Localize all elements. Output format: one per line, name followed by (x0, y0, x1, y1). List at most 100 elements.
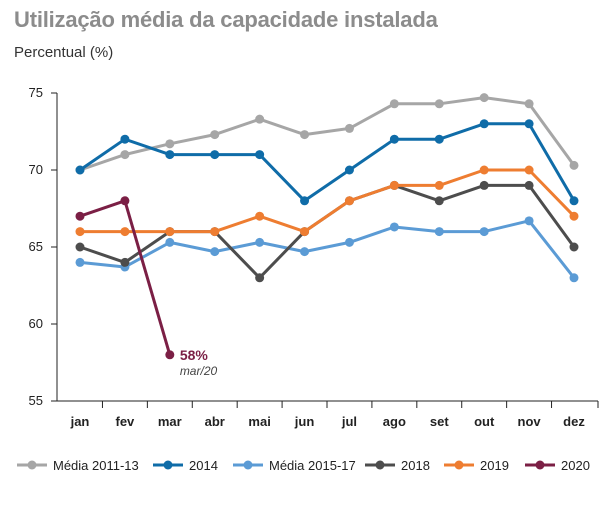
data-point (120, 150, 130, 160)
data-point (255, 150, 265, 160)
data-point (75, 257, 85, 267)
legend-item: 2018 (365, 458, 430, 473)
y-tick-label: 55 (29, 393, 43, 408)
data-point (389, 99, 399, 109)
legend-item: 2020 (525, 458, 590, 473)
annotation-value: 58% (180, 347, 209, 363)
x-tick-label: set (430, 414, 449, 429)
series-line (80, 168, 576, 234)
data-point (524, 216, 534, 226)
data-point (300, 247, 310, 257)
data-point (120, 257, 130, 267)
data-point (569, 160, 579, 170)
data-point (434, 196, 444, 206)
x-tick-label: out (474, 414, 495, 429)
legend-label: Média 2015-17 (269, 458, 356, 473)
data-point (75, 227, 85, 237)
series-m-dia-2015-17 (75, 216, 579, 283)
legend-item: 2019 (444, 458, 509, 473)
chart-subtitle: Percentual (%) (14, 44, 114, 61)
data-point (210, 130, 220, 140)
legend-label: 2020 (561, 458, 590, 473)
series-2020 (75, 196, 175, 360)
data-point (569, 273, 579, 283)
data-point (300, 196, 310, 206)
x-tick-label: jun (294, 414, 315, 429)
data-point (300, 227, 310, 237)
data-point (479, 165, 489, 175)
x-tick-label: ago (383, 414, 406, 429)
x-tick-label: jan (70, 414, 90, 429)
legend-swatch-marker (243, 460, 253, 470)
data-point (344, 165, 354, 175)
x-tick-label: mar (158, 414, 182, 429)
data-point (569, 196, 579, 206)
data-point (389, 222, 399, 232)
data-point (120, 196, 130, 206)
data-point (210, 227, 220, 237)
data-point (479, 227, 489, 237)
annotation-layer: 58%mar/20 (180, 347, 218, 378)
data-point (165, 227, 175, 237)
data-point (569, 211, 579, 221)
legend-swatch-marker (163, 460, 173, 470)
data-point (210, 247, 220, 257)
legend-swatch-marker (27, 460, 37, 470)
series-line (79, 122, 576, 203)
x-tick-label: fev (116, 414, 136, 429)
data-point (255, 273, 265, 283)
data-point (344, 123, 354, 133)
data-point (165, 139, 175, 149)
x-tick-label: nov (518, 414, 542, 429)
data-point (524, 119, 534, 129)
chart-title: Utilização média da capacidade instalada (14, 7, 438, 32)
x-tick-label: dez (563, 414, 585, 429)
data-point (165, 150, 175, 160)
data-point (389, 134, 399, 144)
data-point (434, 134, 444, 144)
data-point (524, 180, 534, 190)
series-line (79, 199, 172, 356)
data-point (210, 150, 220, 160)
legend-item: Média 2011-13 (17, 458, 139, 473)
data-point (344, 237, 354, 247)
data-point (569, 242, 579, 252)
legend-label: 2018 (401, 458, 430, 473)
data-point (120, 134, 130, 144)
x-tick-label: abr (205, 414, 225, 429)
data-point (120, 227, 130, 237)
data-point (389, 180, 399, 190)
data-point (524, 99, 534, 109)
legend-label: 2014 (189, 458, 218, 473)
y-tick-label: 70 (29, 162, 43, 177)
data-point (524, 165, 534, 175)
data-point (75, 242, 85, 252)
series-line (79, 219, 576, 279)
y-tick-label: 65 (29, 239, 43, 254)
data-point (75, 165, 85, 175)
legend-swatch-marker (375, 460, 385, 470)
data-point (479, 119, 489, 129)
data-point (165, 237, 175, 247)
legend: Média 2011-13 2014 Média 2015-17 2018 2019 20… (17, 458, 590, 473)
data-point (255, 211, 265, 221)
legend-label: 2019 (480, 458, 509, 473)
legend-swatch-marker (535, 460, 545, 470)
data-point (344, 196, 354, 206)
data-point (434, 180, 444, 190)
series-2014 (75, 119, 579, 206)
x-tick-label: jul (341, 414, 357, 429)
data-point (300, 130, 310, 140)
data-point (255, 237, 265, 247)
data-point (434, 99, 444, 109)
y-tick-label: 75 (29, 85, 43, 100)
series-line (79, 96, 576, 172)
x-tick-label: mai (248, 414, 270, 429)
legend-label: Média 2011-13 (53, 458, 139, 473)
series-2019 (75, 165, 579, 237)
data-point (165, 350, 175, 360)
data-point (434, 227, 444, 237)
annotation-date: mar/20 (180, 364, 218, 378)
y-tick-label: 60 (29, 316, 43, 331)
